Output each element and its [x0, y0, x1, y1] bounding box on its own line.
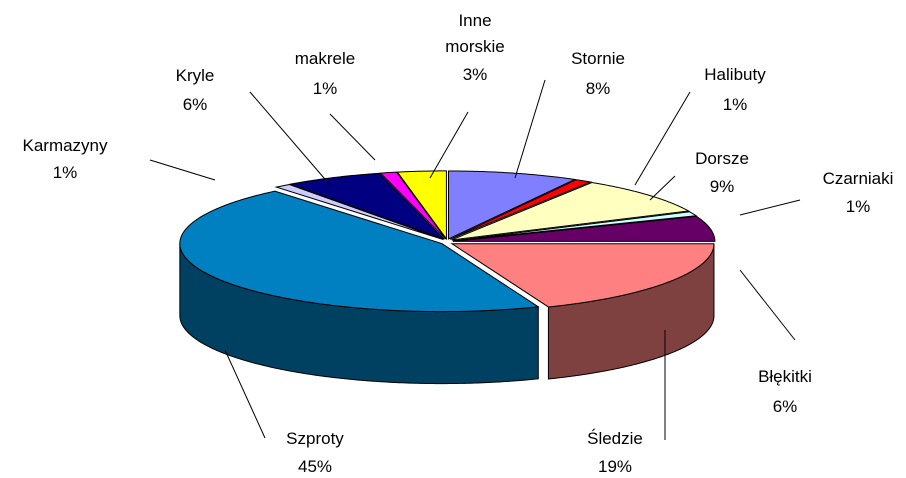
- slice-value-label: 1%: [722, 95, 748, 114]
- pie-slice: [396, 170, 447, 241]
- leader-line: [149, 159, 216, 181]
- leader-line: [514, 79, 546, 179]
- slice-label: Stornie: [571, 49, 625, 68]
- pie-slice: [452, 215, 716, 242]
- leader-line: [249, 91, 331, 186]
- slice-label: Karmazyny: [22, 136, 108, 155]
- pie-slice: [450, 243, 715, 308]
- slice-value-label: 6%: [182, 95, 208, 114]
- slice-value-label: 19%: [597, 457, 633, 476]
- leader-line: [224, 349, 266, 439]
- slice-label: Szproty: [286, 429, 344, 448]
- leader-line: [329, 113, 376, 161]
- leader-line: [634, 91, 691, 186]
- slice-label: Inne morskie: [445, 11, 505, 56]
- slice-value-label: 6%: [772, 397, 798, 416]
- slice-label: Czarniaki: [822, 169, 894, 188]
- slice-label: Halibuty: [704, 65, 766, 84]
- pie-slice: [451, 182, 691, 241]
- leader-line: [739, 269, 796, 341]
- pie-slice: [288, 172, 445, 240]
- pie-slice: [179, 190, 540, 313]
- leader-line: [429, 111, 469, 179]
- slice-label: Kryle: [175, 66, 215, 85]
- leader-line: [649, 175, 676, 201]
- slice-label: Dorsze: [695, 149, 749, 168]
- slice-value-label: 1%: [845, 197, 871, 216]
- slice-value-label: 9%: [709, 177, 735, 196]
- slice-label: makrele: [294, 49, 356, 68]
- slice-value-label: 1%: [52, 163, 78, 182]
- pie-slice: [452, 211, 698, 242]
- leader-line: [739, 199, 801, 216]
- slice-value-label: 3%: [462, 65, 488, 84]
- slice-label: Śledzie: [587, 429, 643, 448]
- pie-slice: [447, 170, 577, 240]
- slice-value-label: 45%: [297, 457, 333, 476]
- pie-slice: [379, 171, 447, 240]
- pie-slice: [274, 184, 444, 241]
- slice-label: Błękitki: [758, 367, 812, 386]
- pie-slice: [449, 179, 593, 240]
- slice-value-label: 1%: [312, 79, 338, 98]
- slice-value-label: 8%: [585, 79, 611, 98]
